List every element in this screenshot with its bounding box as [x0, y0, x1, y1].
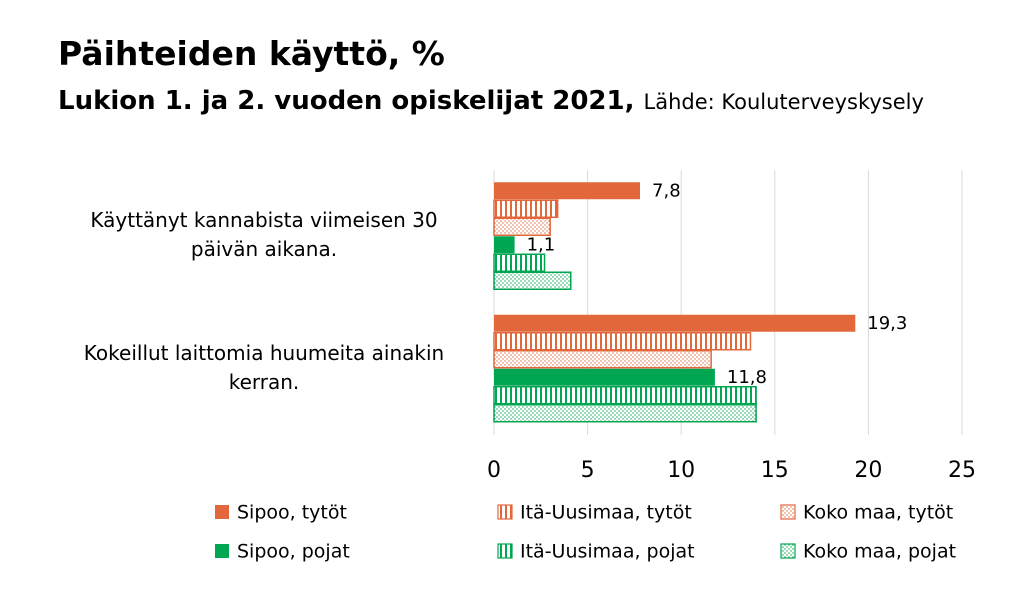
x-tick-label: 5	[581, 458, 595, 483]
value-label: 11,8	[727, 367, 767, 388]
subtitle: Lukion 1. ja 2. vuoden opiskelijat 2021,	[58, 86, 635, 116]
chart-title: Päihteiden käyttö, %	[58, 34, 445, 73]
bar	[493, 386, 757, 405]
bar	[494, 236, 515, 254]
value-label: 19,3	[867, 313, 907, 334]
bar	[493, 271, 572, 290]
x-tick-label: 15	[761, 458, 789, 483]
legend-swatch	[215, 544, 229, 558]
legend-label: Koko maa, pojat	[803, 541, 956, 563]
bar	[493, 217, 551, 236]
bar	[493, 199, 559, 218]
category-label: Kokeillut laittomia huumeita ainakin ker…	[83, 340, 445, 394]
bar	[493, 332, 752, 351]
legend-swatch	[497, 504, 513, 520]
legend-label: Itä-Uusimaa, pojat	[520, 541, 695, 563]
legend-swatch	[215, 505, 229, 519]
subtitle-line: Lukion 1. ja 2. vuoden opiskelijat 2021,…	[58, 86, 924, 116]
source: Lähde: Kouluterveyskysely	[643, 90, 924, 114]
legend-swatch	[780, 543, 796, 559]
x-tick-label: 0	[487, 458, 501, 483]
x-tick-label: 20	[854, 458, 882, 483]
legend-label: Sipoo, tytöt	[237, 502, 347, 524]
category-label: Käyttänyt kannabista viimeisen 30 päivän…	[90, 208, 438, 262]
value-label: 7,8	[652, 180, 681, 201]
legend-label: Sipoo, pojat	[237, 541, 350, 563]
bar	[493, 253, 546, 272]
bar	[494, 182, 641, 200]
bar	[494, 368, 715, 386]
bar	[493, 350, 712, 369]
legend-label: Itä-Uusimaa, tytöt	[520, 502, 692, 524]
legend-swatch	[780, 504, 796, 520]
legend-label: Koko maa, tytöt	[803, 502, 953, 524]
x-tick-label: 25	[948, 458, 976, 483]
bar	[494, 314, 856, 332]
bar	[493, 404, 757, 423]
legend-swatch	[497, 543, 513, 559]
value-label: 1,1	[527, 234, 556, 255]
x-tick-label: 10	[667, 458, 695, 483]
